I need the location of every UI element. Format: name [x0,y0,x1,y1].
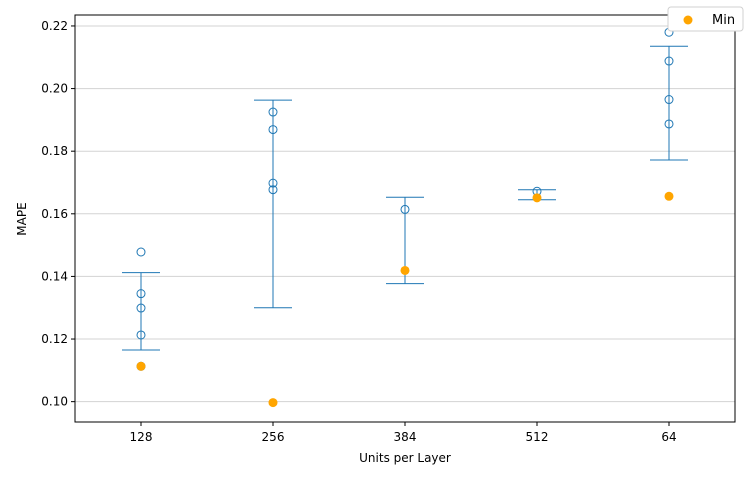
data-point [664,56,674,66]
data-point [136,330,146,340]
min-point [532,193,542,203]
legend-frame [667,6,744,32]
legend-marker-min [683,15,693,25]
y-tick-label: 0.20 [41,82,68,96]
legend: Min [667,6,744,32]
data-point [664,95,674,105]
x-tick-label: 384 [394,430,417,444]
x-tick-label: 64 [661,430,676,444]
data-point [136,289,146,299]
y-tick-label: 0.14 [41,269,68,283]
data-marks [122,27,688,408]
data-point [136,303,146,313]
data-point [136,247,146,257]
y-axis-ticks: 0.10 0.12 0.14 0.16 0.18 0.20 0.22 [41,19,75,409]
y-tick-label: 0.12 [41,332,68,346]
x-axis-label: Units per Layer [359,451,451,465]
legend-label-min: Min [712,13,735,28]
x-tick-label: 512 [526,430,549,444]
data-point [664,119,674,129]
data-point [268,125,278,135]
x-axis-ticks: 128 256 384 512 64 [130,422,677,444]
min-point [400,265,410,275]
data-point [268,185,278,195]
y-tick-label: 0.10 [41,395,68,409]
y-tick-label: 0.18 [41,144,68,158]
x-tick-label: 128 [130,430,153,444]
data-point [268,178,278,188]
y-tick-label: 0.22 [41,19,68,33]
y-axis-label: MAPE [15,202,29,235]
x-tick-label: 256 [262,430,285,444]
min-point [268,398,278,408]
plot-frame [74,14,736,423]
min-point [664,191,674,201]
min-point [136,361,146,371]
data-point [400,204,410,214]
data-point [268,107,278,117]
y-tick-label: 0.16 [41,207,68,221]
